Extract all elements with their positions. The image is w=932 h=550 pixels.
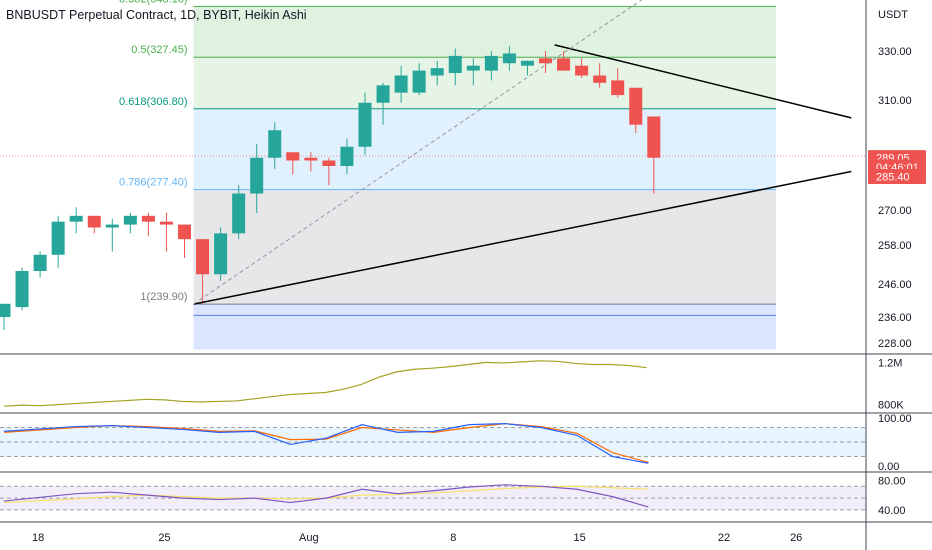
fib-anchor-dashed-line [193, 0, 643, 305]
candle-body [466, 65, 480, 71]
price-tag-bg-2 [868, 168, 926, 184]
volume-line [3, 360, 647, 407]
fib-band-0 [193, 6, 776, 58]
fib-band-1 [193, 57, 776, 109]
candle-body [358, 102, 372, 147]
candle-body [575, 65, 589, 76]
candle-body [520, 60, 534, 66]
time-tick-label: 8 [450, 532, 456, 544]
candle-body [196, 239, 210, 275]
price-tag-2: 285.40 [876, 171, 910, 183]
trendline-0 [193, 170, 852, 305]
candle-body [376, 85, 390, 103]
fib-label-3: 0.786(277.40) [119, 177, 188, 189]
candle-body [629, 87, 643, 125]
candle-body [502, 53, 516, 64]
candle-body [322, 160, 336, 166]
axes: USDT 330.00 310.00 270.00 258.00 246.00 236.00… [32, 9, 926, 544]
candle-body [557, 58, 571, 71]
stoch-tick-label: 0.00 [878, 461, 899, 473]
time-tick-label: 26 [790, 532, 802, 544]
volume-tick-label: 800K [878, 400, 904, 412]
drawings[interactable] [193, 0, 852, 305]
stoch-tick-label: 100.00 [878, 413, 912, 425]
price-tick-label: 330.00 [878, 46, 912, 58]
chart-title: BNBUSDT Perpetual Contract, 1D, BYBIT, H… [6, 8, 307, 22]
candle-body [611, 80, 625, 96]
fib-band-4 [193, 304, 776, 350]
fib-label-1: 0.5(327.45) [131, 44, 187, 56]
candle-body [286, 152, 300, 161]
candle-body [430, 68, 444, 76]
candle-body [51, 221, 65, 255]
candle-body [105, 224, 119, 228]
price-tick-label: 228.00 [878, 338, 912, 350]
price-tick-label: 258.00 [878, 240, 912, 252]
time-tick-label: 15 [573, 532, 585, 544]
candle-body [484, 55, 498, 71]
time-tick-label: 18 [32, 532, 44, 544]
candle-body [141, 215, 155, 222]
time-tick-label: 22 [718, 532, 730, 544]
candles [0, 46, 661, 330]
rsi-band [0, 486, 866, 510]
fib-band-2 [193, 108, 776, 190]
fib-label-2: 0.618(306.80) [119, 96, 188, 108]
rsi-tick-label: 80.00 [878, 475, 906, 487]
candle-body [69, 215, 83, 222]
volume-tick-label: 1.2M [878, 357, 902, 369]
candle-body [340, 146, 354, 166]
candle-body [268, 130, 282, 158]
fibonacci-retracement[interactable]: 0.382(348.18) 0.5(327.45) 0.618(306.80) 0.7… [119, 0, 776, 350]
stoch-k-line [3, 423, 649, 464]
time-tick-label: Aug [299, 532, 319, 544]
price-tick-label: 310.00 [878, 95, 912, 107]
candle-body [33, 254, 47, 271]
price-tick-label: 270.00 [878, 205, 912, 217]
rsi-line [3, 484, 649, 508]
price-tick-label: 236.00 [878, 312, 912, 324]
candle-body [448, 55, 462, 74]
rsi-tick-label: 40.00 [878, 505, 906, 517]
candle-body [232, 193, 246, 234]
candle-body [0, 303, 11, 317]
candle-body [214, 233, 228, 275]
candle-body [394, 75, 408, 93]
candle-body [539, 58, 552, 64]
candle-body [178, 224, 191, 240]
candle-body [647, 116, 661, 158]
candle-body [412, 70, 426, 93]
candle-body [304, 157, 318, 161]
trendline-1 [554, 44, 852, 119]
candle-body [159, 221, 173, 225]
candle-body [87, 215, 101, 228]
price-axis-unit: USDT [878, 9, 908, 21]
fib-label-4: 1(239.90) [140, 291, 187, 303]
candle-body [15, 271, 29, 308]
indicators [0, 360, 866, 511]
fib-label-0: 0.382(348.18) [119, 0, 188, 5]
candle-body [123, 215, 137, 225]
stoch-d-line [3, 423, 649, 463]
price-tick-label: 246.00 [878, 279, 912, 291]
candle-body [593, 75, 607, 83]
time-tick-label: 25 [158, 532, 170, 544]
candle-body [250, 157, 264, 194]
